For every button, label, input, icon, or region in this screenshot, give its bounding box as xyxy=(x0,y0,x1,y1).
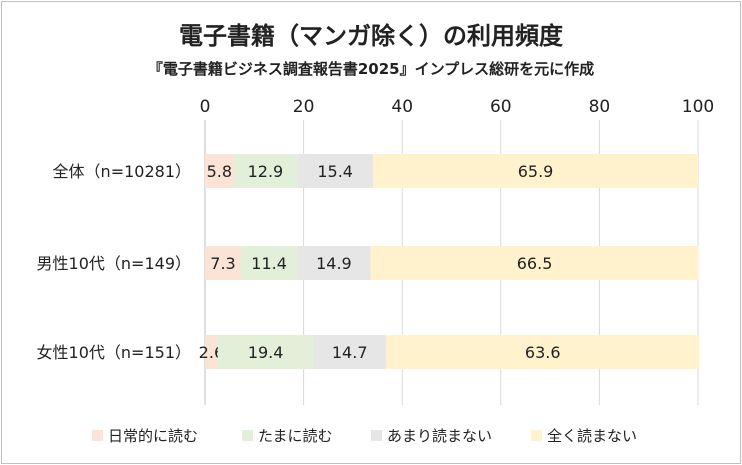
legend-swatch xyxy=(92,430,103,441)
x-tick-label: 80 xyxy=(589,97,611,117)
data-label: 2.6 xyxy=(199,343,224,362)
bar-segment xyxy=(205,335,218,369)
x-tick-label: 60 xyxy=(490,97,512,117)
data-label: 15.4 xyxy=(317,162,353,181)
data-label: 12.9 xyxy=(248,162,284,181)
category-label: 男性10代（n=149） xyxy=(37,254,191,273)
bar-segment xyxy=(217,335,314,369)
data-label: 63.6 xyxy=(525,343,561,362)
bar-segment xyxy=(385,335,700,369)
x-tick-label: 0 xyxy=(200,97,211,117)
bar-segment xyxy=(313,335,386,369)
data-label: 66.5 xyxy=(517,254,553,273)
data-label: 11.4 xyxy=(251,254,287,273)
data-label: 5.8 xyxy=(207,162,232,181)
legend-label: たまに読む xyxy=(258,427,333,445)
bar-segment xyxy=(297,154,374,188)
bar-segment xyxy=(370,246,699,280)
legend: 日常的に読む たまに読む あまり読まない 全く読まない xyxy=(92,427,637,445)
bar-segments: 5.8 12.9 15.4 65.9 7.3 11.4 14.9 66.5 2.6 19.4 14.… xyxy=(199,154,700,369)
category-labels: 全体（n=10281） 男性10代（n=149） 女性10代（n=151） xyxy=(37,162,191,362)
x-axis-ticks: 0 20 40 60 80 100 xyxy=(200,97,715,117)
bar-segment xyxy=(205,246,241,280)
bar-segment xyxy=(233,154,298,188)
data-label: 14.7 xyxy=(332,343,368,362)
legend-swatch xyxy=(242,430,253,441)
data-label: 19.4 xyxy=(248,343,284,362)
data-label: 7.3 xyxy=(210,254,235,273)
legend-label: 全く読まない xyxy=(547,427,637,445)
bar-segment xyxy=(297,246,371,280)
data-label: 14.9 xyxy=(316,254,352,273)
bar-segment xyxy=(240,246,298,280)
legend-swatch xyxy=(371,430,382,441)
chart-title: 電子書籍（マンガ除く）の利用頻度 xyxy=(179,22,563,50)
x-tick-label: 100 xyxy=(682,97,714,117)
legend-label: あまり読まない xyxy=(387,427,492,445)
bar-segment xyxy=(205,154,234,188)
category-label: 女性10代（n=151） xyxy=(37,343,191,362)
x-tick-label: 40 xyxy=(391,97,413,117)
chart-subtitle: 『電子書籍ビジネス調査報告書2025』インプレス総研を元に作成 xyxy=(147,60,595,78)
data-label: 65.9 xyxy=(518,162,554,181)
x-tick-label: 20 xyxy=(293,97,315,117)
category-label: 全体（n=10281） xyxy=(53,162,191,181)
bar-segment xyxy=(373,154,698,188)
legend-swatch xyxy=(531,430,542,441)
legend-label: 日常的に読む xyxy=(108,427,198,445)
